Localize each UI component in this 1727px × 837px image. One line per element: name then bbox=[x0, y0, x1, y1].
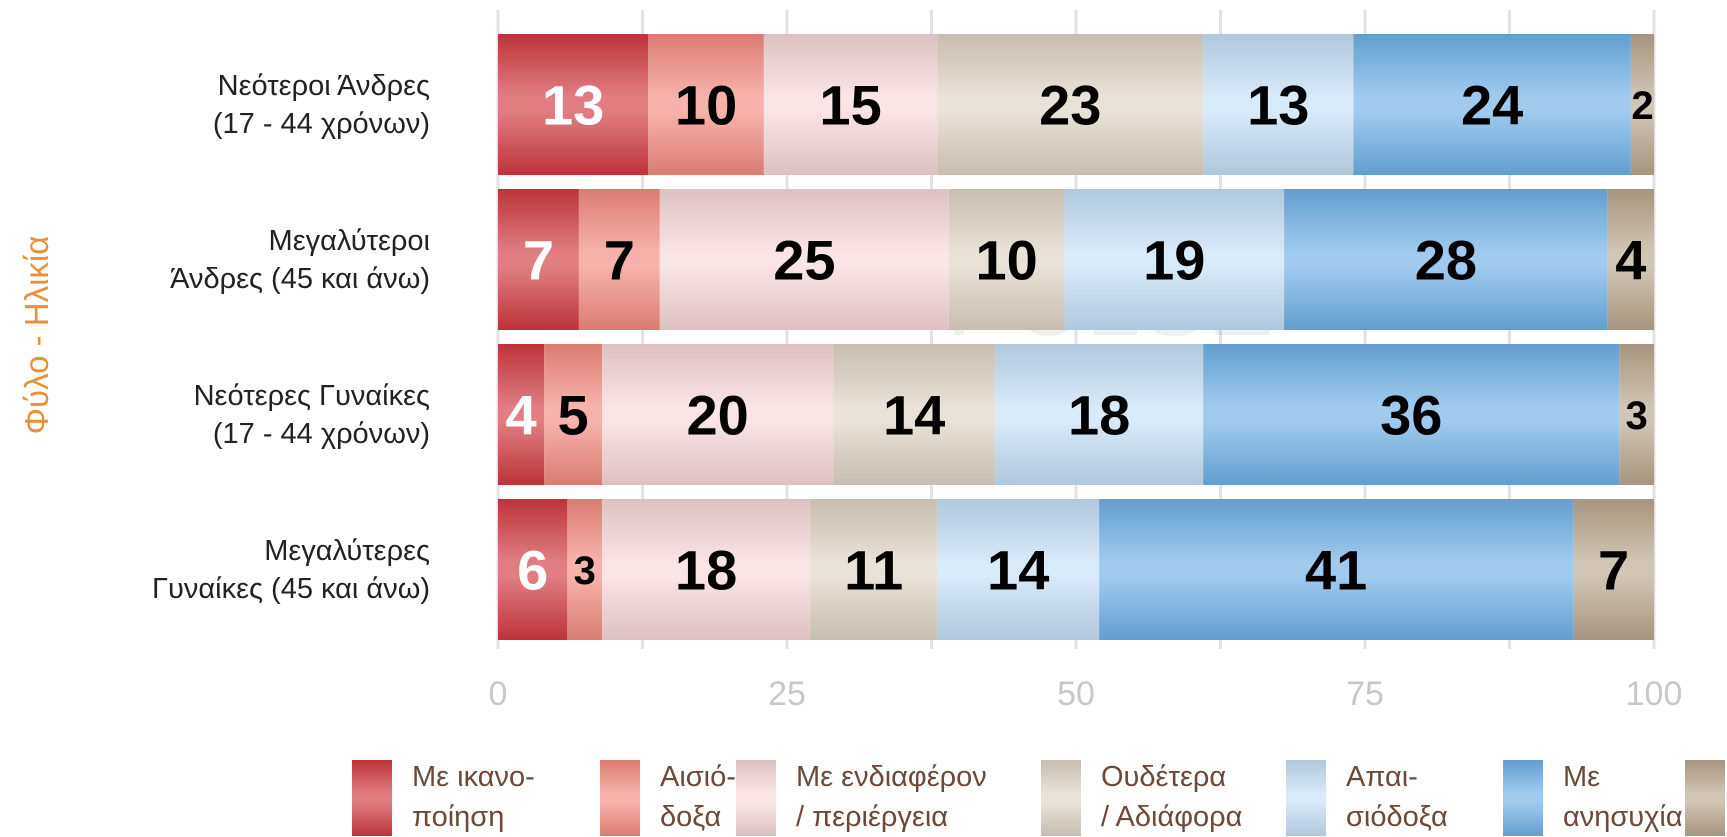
data-label: 24 bbox=[1461, 74, 1523, 137]
data-label: 10 bbox=[975, 229, 1037, 292]
data-label: 5 bbox=[558, 384, 589, 447]
legend-swatch bbox=[736, 760, 776, 836]
data-label: 6 bbox=[517, 539, 548, 602]
bar-segment bbox=[1573, 499, 1654, 640]
data-label: 11 bbox=[844, 539, 903, 602]
legend-label: Αισιό- δοξα bbox=[660, 761, 736, 833]
bar-segment bbox=[810, 499, 938, 640]
data-label: 4 bbox=[506, 384, 537, 447]
legend-label: Με ανησυχία bbox=[1563, 761, 1683, 833]
data-label: 15 bbox=[819, 74, 881, 137]
legend-swatch bbox=[1041, 760, 1081, 836]
bar-segment bbox=[498, 189, 579, 330]
bar-segment bbox=[995, 344, 1204, 485]
bar-segment bbox=[1099, 499, 1574, 640]
data-label: 10 bbox=[675, 74, 737, 137]
category-label: Νεότεροι Άνδρες (17 - 44 χρόνων) bbox=[212, 69, 430, 140]
category-label: Μεγαλύτερες Γυναίκες (45 και άνω) bbox=[152, 534, 430, 605]
data-label: 18 bbox=[675, 539, 737, 602]
bar-segment bbox=[1630, 34, 1654, 175]
x-tick-label: 75 bbox=[1346, 675, 1384, 713]
data-label: 7 bbox=[604, 229, 635, 292]
y-axis-label: Φύλο - Ηλικία bbox=[18, 236, 55, 435]
bar-segment bbox=[498, 34, 649, 175]
data-label: 13 bbox=[1247, 74, 1309, 137]
legend-swatch bbox=[1286, 760, 1326, 836]
bar-segment bbox=[833, 344, 996, 485]
data-label: 23 bbox=[1039, 74, 1101, 137]
x-tick-label: 25 bbox=[768, 675, 806, 713]
category-label: Μεγαλύτεροι Άνδρες (45 και άνω) bbox=[170, 224, 430, 295]
bar-segment bbox=[937, 34, 1204, 175]
data-label: 19 bbox=[1143, 229, 1205, 292]
bar-segment bbox=[578, 189, 660, 330]
bar-segment bbox=[498, 499, 568, 640]
data-label: 3 bbox=[574, 549, 596, 593]
bar-segment bbox=[1284, 189, 1608, 330]
x-tick-label: 50 bbox=[1057, 675, 1095, 713]
bar-segment bbox=[1064, 189, 1285, 330]
data-label: 4 bbox=[1615, 229, 1646, 292]
bar-segment bbox=[544, 344, 603, 485]
data-label: 18 bbox=[1068, 384, 1130, 447]
legend-label: Ουδέτερα / Αδιάφορα bbox=[1101, 761, 1243, 833]
legend-label: Με ενδιαφέρον / περιέργεια bbox=[796, 761, 987, 833]
bar-segment bbox=[567, 499, 603, 640]
legend-label: Απαι- σιόδοξα bbox=[1346, 761, 1448, 833]
bar-segment bbox=[602, 499, 811, 640]
bar-segment bbox=[948, 189, 1065, 330]
bar-segment bbox=[1619, 344, 1654, 485]
bar-segment bbox=[498, 344, 545, 485]
bar-segment bbox=[648, 34, 764, 175]
legend-swatch bbox=[600, 760, 640, 836]
bar-segment bbox=[602, 344, 834, 485]
bar-segment bbox=[1607, 189, 1654, 330]
bar-segment bbox=[763, 34, 938, 175]
data-label: 2 bbox=[1631, 84, 1653, 128]
data-label: 7 bbox=[523, 229, 554, 292]
data-label: 13 bbox=[542, 74, 604, 137]
legend-swatch bbox=[1503, 760, 1543, 836]
data-label: 28 bbox=[1415, 229, 1477, 292]
data-label: 14 bbox=[883, 384, 945, 447]
x-tick-label: 0 bbox=[489, 675, 508, 713]
category-label: Νεότερες Γυναίκες (17 - 44 χρόνων) bbox=[193, 379, 430, 450]
legend-label: Με ικανο- ποίηση bbox=[412, 761, 535, 833]
data-label: 25 bbox=[773, 229, 835, 292]
bar-segment bbox=[659, 189, 949, 330]
bar-segment bbox=[1203, 344, 1620, 485]
data-label: 3 bbox=[1626, 394, 1648, 438]
legend-swatch bbox=[352, 760, 392, 836]
data-label: 7 bbox=[1598, 539, 1629, 602]
data-label: 36 bbox=[1380, 384, 1442, 447]
data-label: 41 bbox=[1305, 539, 1367, 602]
bar-segment bbox=[1203, 34, 1354, 175]
legend-swatch bbox=[1685, 760, 1725, 836]
bar-segment bbox=[937, 499, 1100, 640]
x-tick-label: 100 bbox=[1626, 675, 1683, 713]
data-label: 14 bbox=[987, 539, 1049, 602]
bar-segment bbox=[1353, 34, 1631, 175]
data-label: 20 bbox=[686, 384, 748, 447]
